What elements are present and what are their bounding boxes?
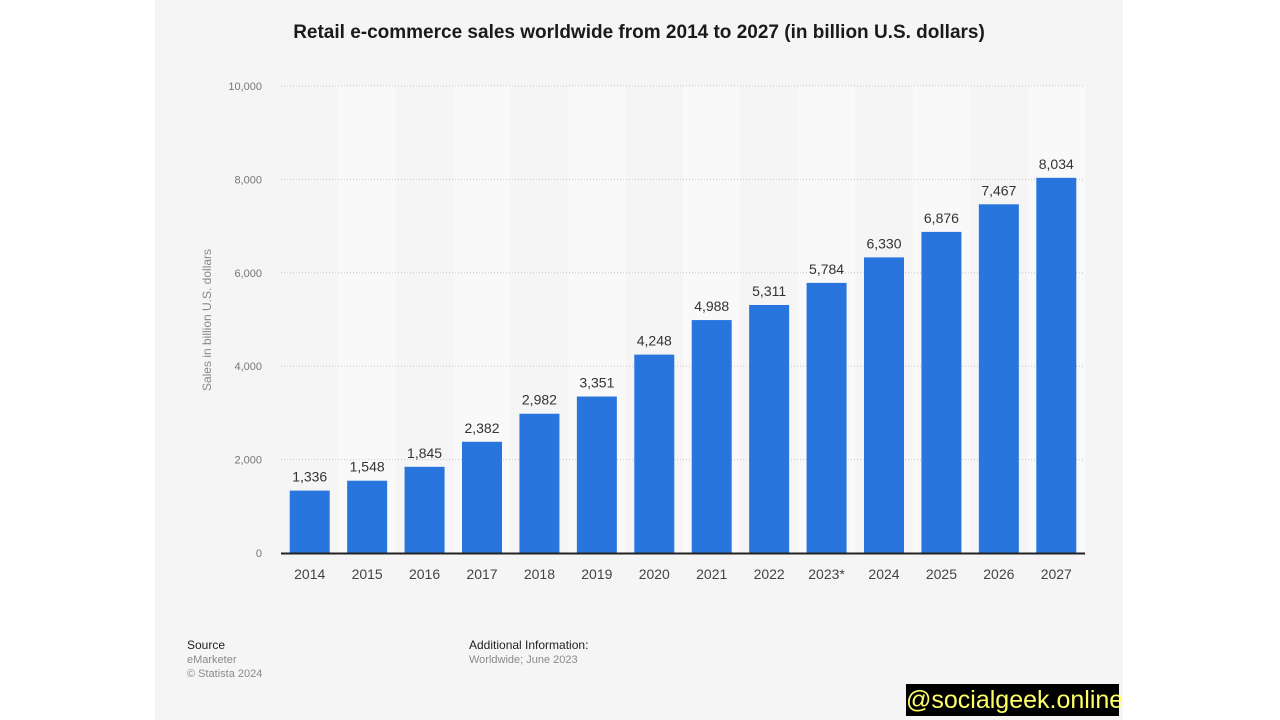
data-label: 5,311 — [752, 283, 786, 299]
copyright: © Statista 2024 — [187, 668, 263, 680]
x-tick-label: 2017 — [466, 566, 497, 582]
bar — [289, 490, 330, 553]
x-tick-label: 2022 — [754, 566, 785, 582]
x-tick-label: 2019 — [581, 566, 612, 582]
source-label: Source — [187, 638, 226, 652]
watermark: @socialgeek.online — [906, 684, 1124, 716]
data-label: 6,330 — [866, 235, 901, 251]
x-tick-label: 2015 — [352, 566, 383, 582]
data-label: 2,982 — [522, 392, 557, 408]
additional-info-block: Additional Information: Worldwide; June … — [469, 638, 588, 666]
x-tick-label: 2027 — [1041, 566, 1072, 582]
bar — [634, 354, 675, 553]
y-tick-label: 4,000 — [234, 361, 262, 373]
data-label: 3,351 — [579, 375, 614, 391]
bar — [691, 320, 732, 553]
x-tick-label: 2021 — [696, 566, 727, 582]
x-tick-label: 2014 — [294, 566, 325, 582]
y-tick-label: 10,000 — [228, 81, 262, 93]
source-block: Source eMarketer © Statista 2024 — [187, 638, 262, 680]
data-label: 1,548 — [350, 459, 385, 475]
data-label: 1,336 — [292, 469, 327, 485]
x-tick-label: 2025 — [926, 566, 957, 582]
data-label: 5,784 — [809, 261, 844, 277]
bar — [347, 480, 388, 553]
data-label: 2,382 — [464, 420, 499, 436]
x-tick-label: 2016 — [409, 566, 440, 582]
bar — [462, 441, 502, 553]
bar — [576, 396, 617, 553]
y-tick-label: 6,000 — [234, 268, 262, 280]
bar — [519, 413, 560, 553]
bar — [978, 204, 1019, 553]
data-label: 4,988 — [694, 298, 729, 314]
data-label: 7,467 — [981, 182, 1016, 198]
bar — [806, 282, 847, 553]
chart-title: Retail e-commerce sales worldwide from 2… — [293, 22, 985, 43]
additional-info-value: Worldwide; June 2023 — [469, 654, 578, 666]
column-band — [338, 86, 396, 553]
data-label: 8,034 — [1039, 156, 1074, 172]
x-tick-label: 2024 — [868, 566, 899, 582]
bar — [749, 304, 790, 553]
y-axis-label: Sales in billion U.S. dollars — [200, 249, 214, 391]
source-value: eMarketer — [187, 654, 237, 666]
x-tick-label: 2020 — [639, 566, 670, 582]
y-tick-label: 8,000 — [234, 174, 262, 186]
x-tick-label: 2018 — [524, 566, 555, 582]
data-label: 4,248 — [637, 333, 672, 349]
y-tick-label: 2,000 — [234, 455, 262, 467]
bar — [404, 466, 445, 553]
x-tick-label: 2026 — [983, 566, 1014, 582]
data-label: 6,876 — [924, 210, 959, 226]
bar — [1036, 177, 1077, 553]
bar — [921, 231, 962, 553]
data-label: 1,845 — [407, 445, 442, 461]
bar — [864, 257, 904, 553]
y-tick-label: 0 — [256, 548, 262, 560]
additional-info-label: Additional Information: — [469, 638, 589, 652]
x-tick-label: 2023* — [808, 566, 845, 582]
